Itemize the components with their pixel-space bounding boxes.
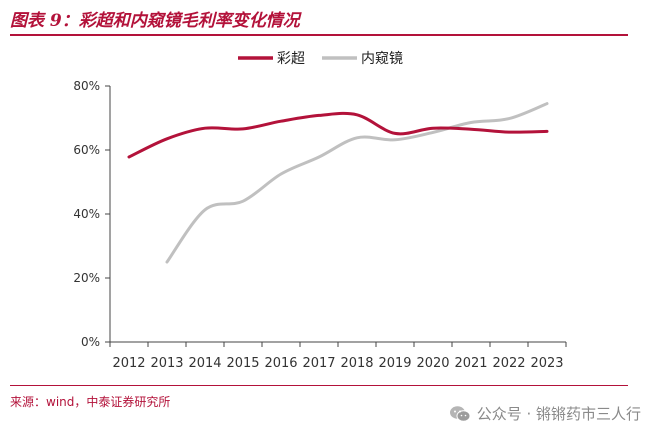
x-tick-label: 2016 <box>264 356 297 371</box>
y-tick-label: 0% <box>81 335 100 349</box>
wechat-icon <box>449 405 471 422</box>
series-line-1 <box>127 111 549 159</box>
x-tick-label: 2014 <box>188 356 221 371</box>
legend-label: 彩超 <box>277 51 305 67</box>
watermark: 公众号 · 锵锵药市三人行 <box>449 403 641 424</box>
title-rule <box>10 34 628 36</box>
x-tick-label: 2015 <box>226 356 259 371</box>
line-chart: 0% 20% 40% 60% 80% 2012 2013 2014 2015 2016 2017 20… <box>73 50 567 371</box>
source-note: 来源：wind，中泰证券研究所 <box>10 395 171 409</box>
x-tick-label: 2021 <box>454 356 487 371</box>
x-tick-label: 2017 <box>302 356 335 371</box>
watermark-text: 公众号 · 锵锵药市三人行 <box>476 405 641 423</box>
x-tick-label: 2023 <box>530 356 563 371</box>
y-tick-label: 80% <box>73 79 100 93</box>
x-tick-label: 2019 <box>378 356 411 371</box>
series-line-2 <box>165 102 549 264</box>
figure-title: 图表 9：彩超和内窥镜毛利率变化情况 <box>10 11 300 31</box>
x-tick-label: 2012 <box>112 356 145 371</box>
x-tick-label: 2022 <box>492 356 525 371</box>
x-tick-label: 2013 <box>150 356 183 371</box>
y-tick-label: 40% <box>73 207 100 221</box>
y-tick-label: 60% <box>73 143 100 157</box>
legend-label: 内窥镜 <box>361 50 403 67</box>
x-tick-label: 2018 <box>340 356 373 371</box>
y-tick-label: 20% <box>73 271 100 285</box>
source-rule <box>10 385 628 386</box>
x-tick-label: 2020 <box>416 356 449 371</box>
